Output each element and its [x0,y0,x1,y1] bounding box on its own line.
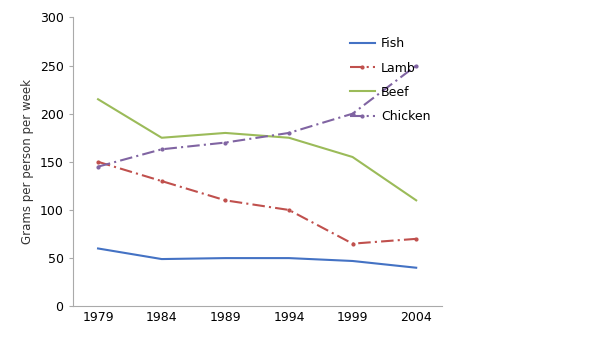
Lamb [413,237,420,241]
Legend: Fish, Lamb, Beef, Chicken: Fish, Lamb, Beef, Chicken [345,32,436,128]
Lamb [349,242,356,246]
Lamb [221,198,229,203]
Chicken [94,165,102,169]
Fish [413,266,420,270]
Beef [286,136,293,140]
Beef [94,97,102,101]
Chicken [158,147,165,151]
Chicken [413,63,420,68]
Chicken [349,112,356,116]
Line: Lamb: Lamb [95,159,419,246]
Chicken [286,131,293,135]
Beef [349,155,356,159]
Fish [349,259,356,263]
Line: Beef: Beef [98,99,416,200]
Lamb [94,160,102,164]
Fish [286,256,293,260]
Beef [158,136,165,140]
Beef [413,198,420,203]
Fish [158,257,165,261]
Y-axis label: Grams per person per week: Grams per person per week [21,79,34,244]
Lamb [158,179,165,183]
Fish [221,256,229,260]
Line: Fish: Fish [98,248,416,268]
Chicken [221,141,229,145]
Fish [94,246,102,251]
Beef [221,131,229,135]
Lamb [286,208,293,212]
Line: Chicken: Chicken [95,63,419,169]
